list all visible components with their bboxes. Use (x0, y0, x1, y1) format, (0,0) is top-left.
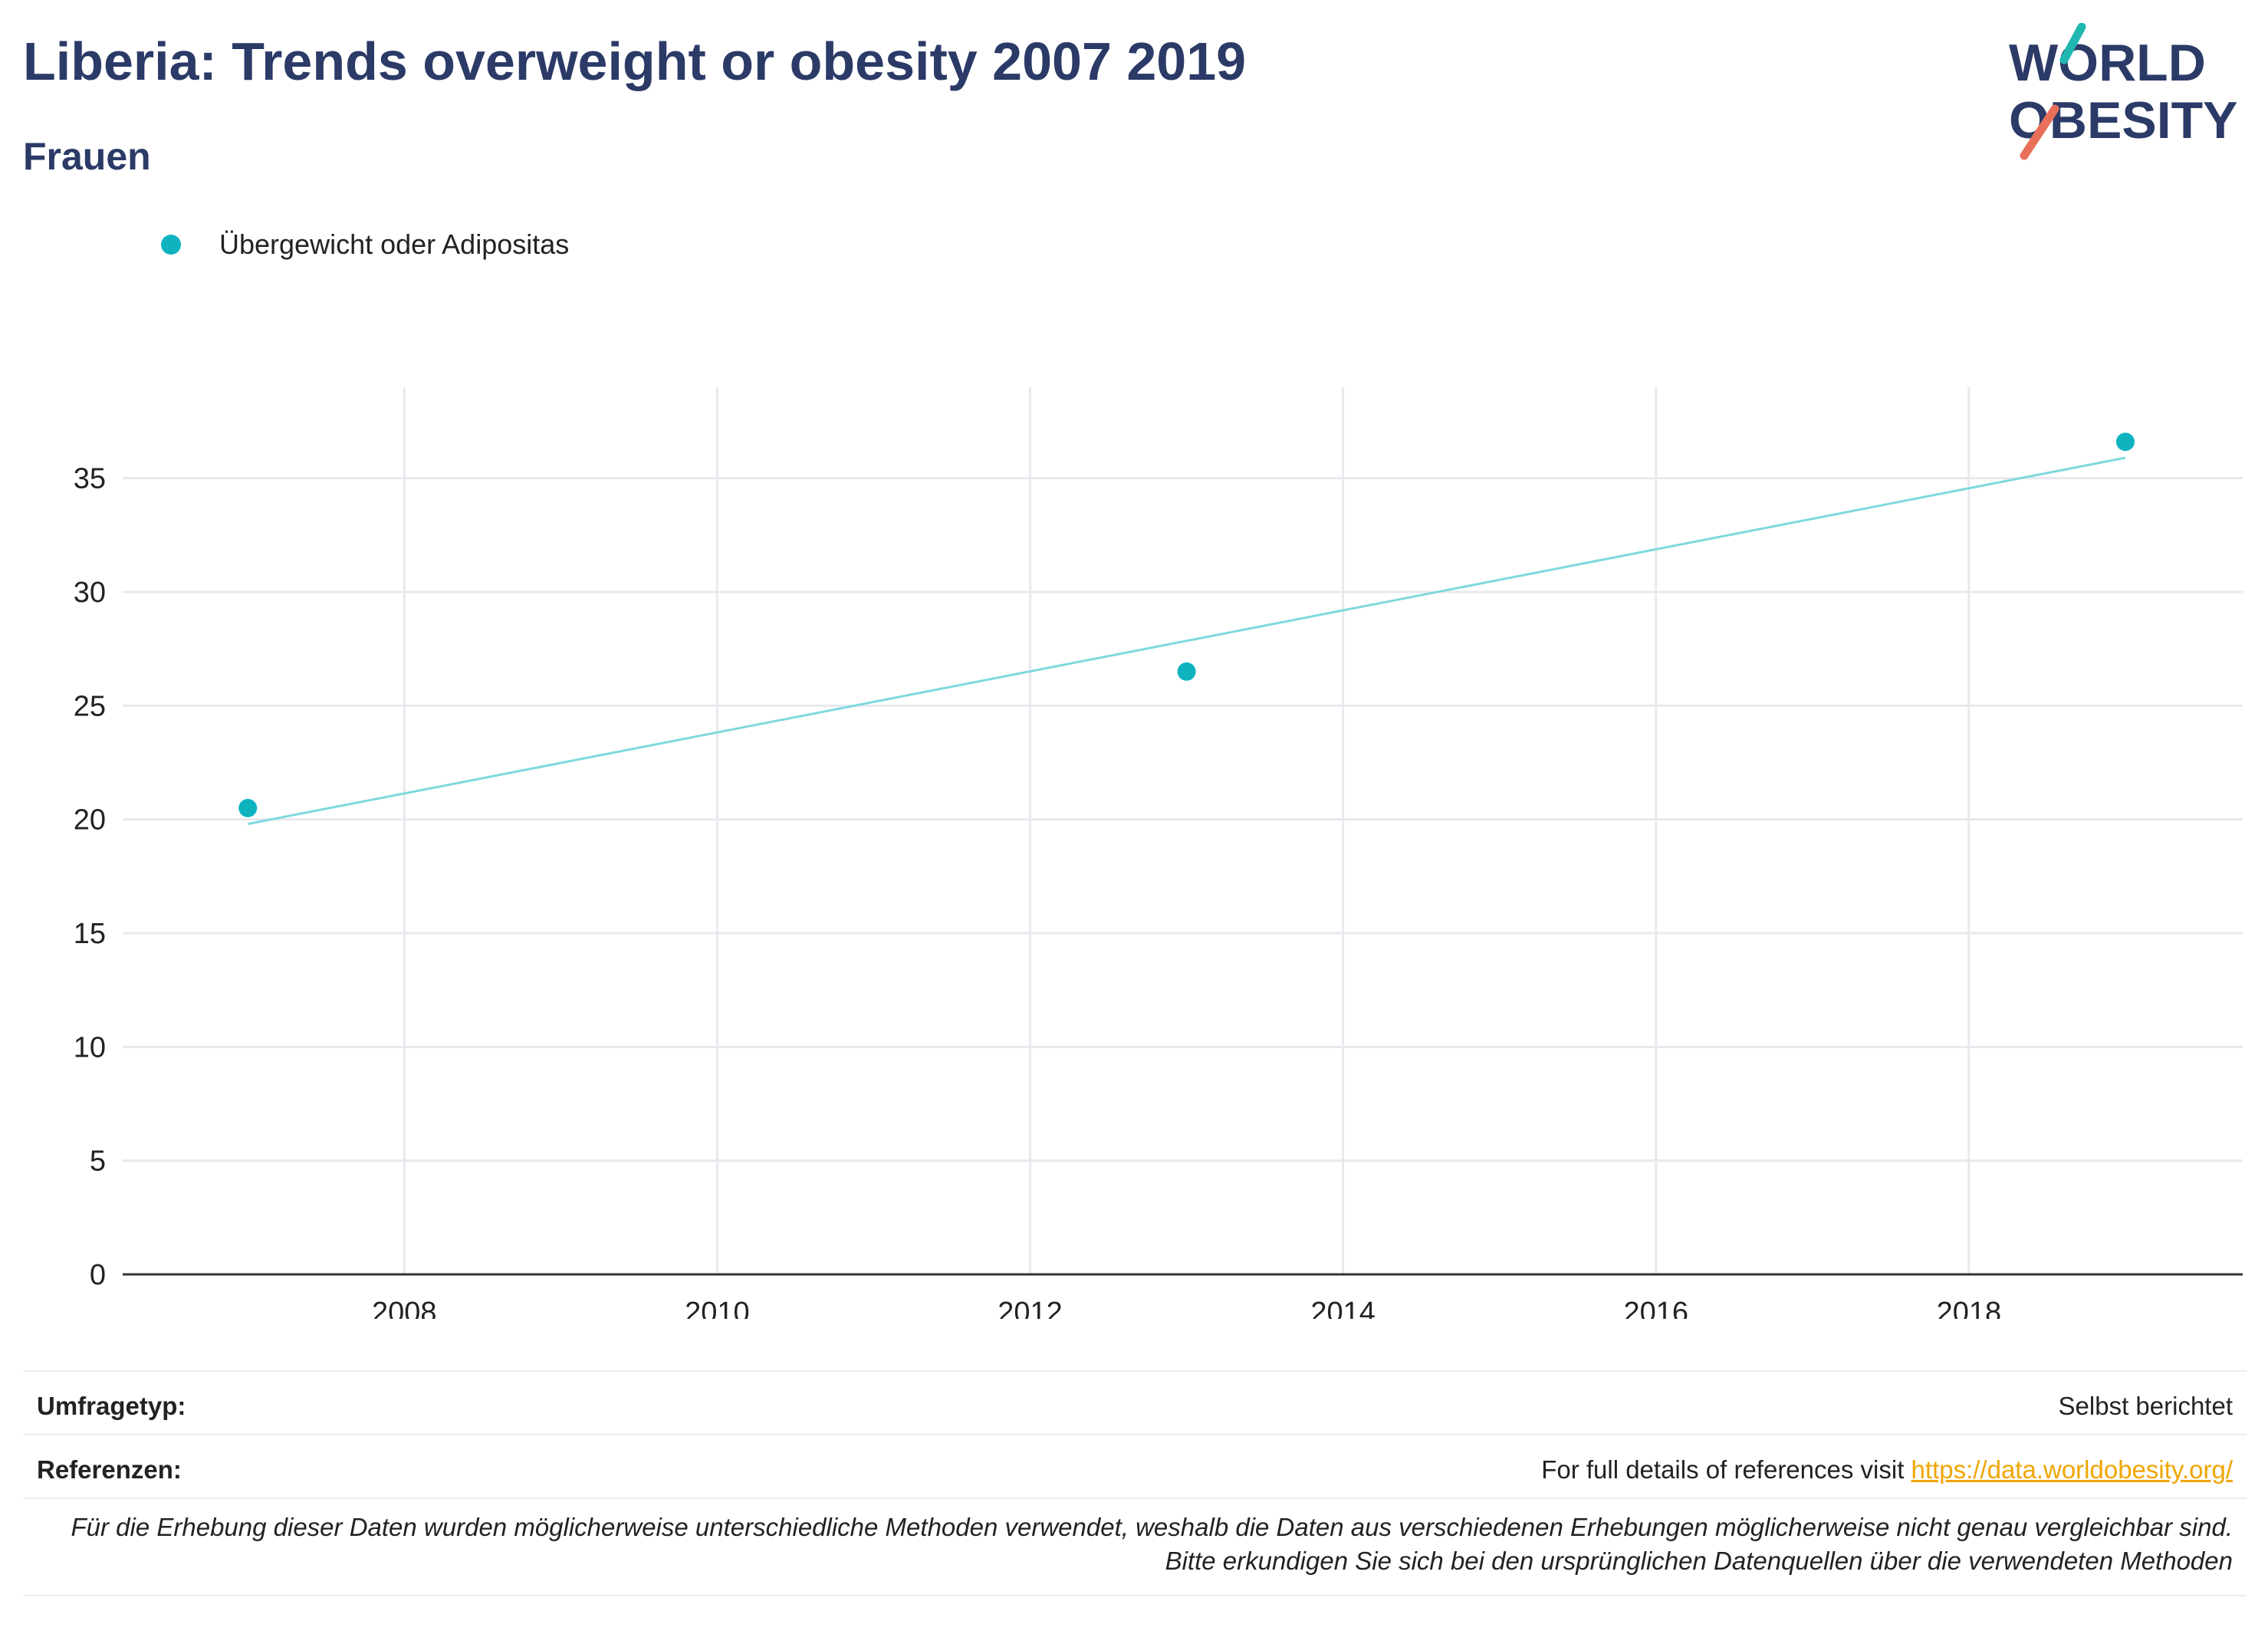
world-obesity-logo: WORLD OBESITY (2009, 23, 2238, 160)
data-point (2115, 432, 2135, 452)
y-tick-label: 5 (90, 1146, 106, 1178)
footer-divider (23, 1370, 2247, 1372)
y-tick-label: 0 (90, 1259, 106, 1291)
y-tick-label: 15 (74, 918, 106, 950)
x-tick-label: 2018 (1937, 1297, 2002, 1319)
y-tick-label: 20 (74, 804, 106, 837)
chart-subtitle: Frauen (23, 135, 151, 178)
data-point (238, 798, 258, 817)
references-text: For full details of references visit (1541, 1455, 1911, 1484)
logo-line1: WORLD (2009, 34, 2206, 92)
logo-slash-teal (2059, 23, 2086, 64)
legend-label: Übergewicht oder Adipositas (219, 228, 570, 260)
trend-line-group (247, 456, 2126, 826)
methodology-note: Für die Erhebung dieser Daten wurden mög… (71, 1513, 2233, 1575)
legend-marker (161, 235, 181, 255)
footer-divider (23, 1498, 2247, 1499)
scatter-chart: 0 5 10 15 20 25 30 35 2008 2010 2012 2014 2016 2018 (74, 387, 2243, 1319)
grid (123, 387, 2243, 1276)
y-tick-label: 35 (74, 463, 106, 495)
footer-divider (23, 1434, 2247, 1435)
references-link[interactable]: https://data.worldobesity.org/ (1911, 1455, 2233, 1484)
axis-ticks: 0 5 10 15 20 25 30 35 2008 2010 2012 2014 2016 2018 (74, 463, 2001, 1319)
x-tick-label: 2016 (1624, 1297, 1689, 1319)
survey-type-label: Umfragetyp: (37, 1392, 186, 1420)
data-point (1177, 662, 1196, 681)
data-points (238, 432, 2135, 817)
y-tick-label: 30 (74, 577, 106, 609)
trend-line (247, 456, 2126, 826)
chart-legend[interactable]: Übergewicht oder Adipositas (161, 228, 569, 261)
references-value: For full details of references visit htt… (1541, 1455, 2233, 1484)
chart-title: Liberia: Trends overweight or obesity 20… (23, 31, 1247, 91)
x-tick-label: 2014 (1310, 1297, 1376, 1319)
y-tick-label: 25 (74, 690, 106, 722)
x-tick-label: 2008 (372, 1297, 437, 1319)
x-tick-label: 2012 (998, 1297, 1063, 1319)
references-label: Referenzen: (37, 1455, 182, 1484)
x-tick-label: 2010 (685, 1297, 750, 1319)
logo-slash-red (2020, 104, 2059, 160)
survey-type-value: Selbst berichtet (2058, 1392, 2233, 1420)
y-tick-label: 10 (74, 1031, 106, 1064)
footer-divider (23, 1595, 2247, 1596)
